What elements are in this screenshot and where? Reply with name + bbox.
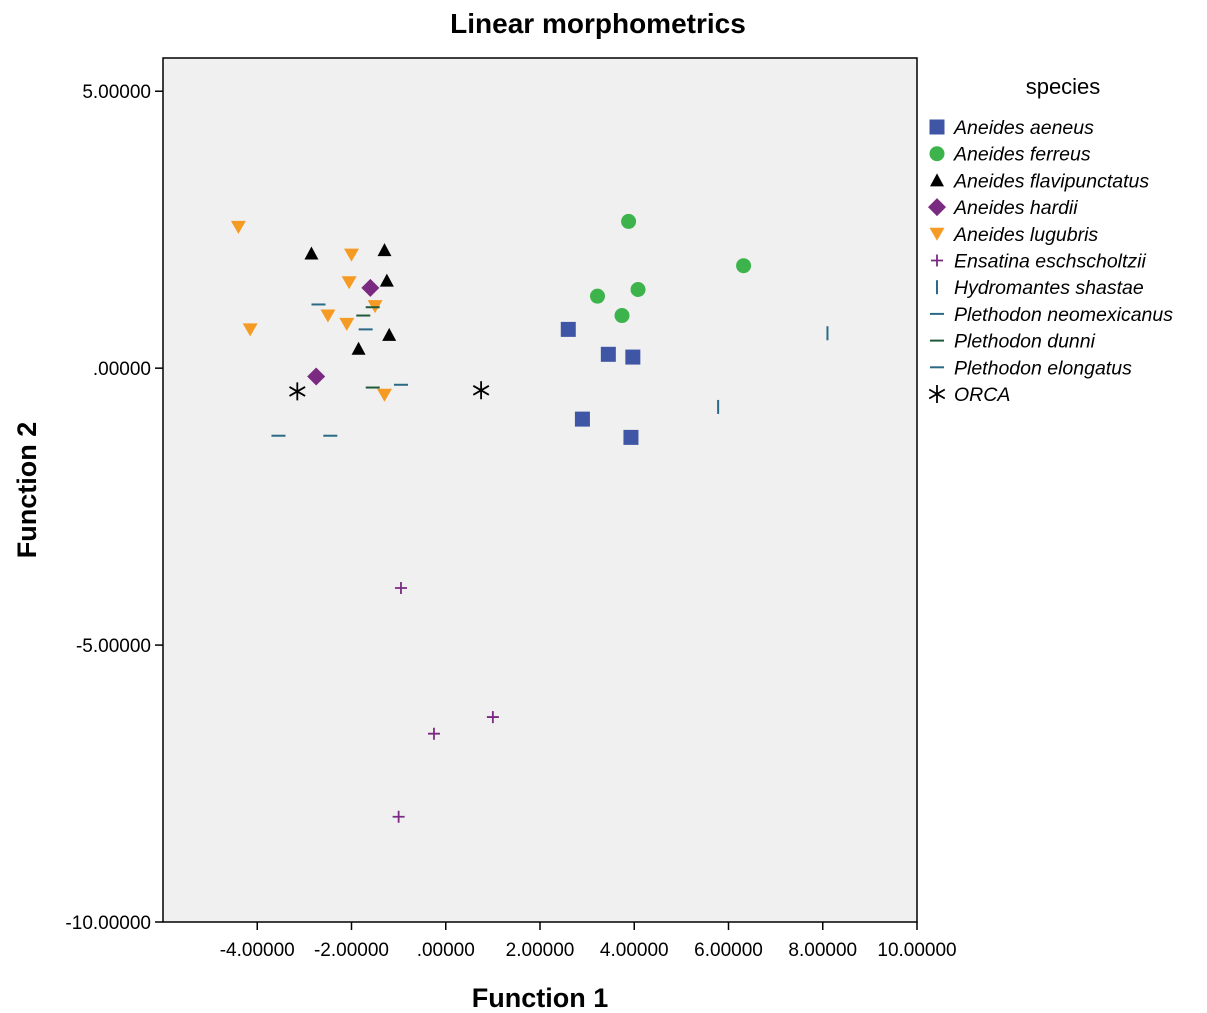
- point-aneides-ferreus: [621, 213, 637, 229]
- point-aneides-hardii: [307, 367, 326, 386]
- point-aneides-lugubris: [230, 220, 246, 234]
- legend: species Aneides aeneus Aneides ferreus Ane…: [928, 74, 1173, 406]
- series-hydromantes-shastae: [717, 326, 829, 414]
- plot-area: [162, 57, 918, 923]
- axes: -4.00000 -2.00000 .00000 2.00000 4.00000 6.00…: [65, 82, 956, 961]
- x-tick-label: 8.00000: [788, 940, 857, 961]
- legend-marker-aneides-ferreus: [929, 146, 945, 162]
- legend-marker-ensatina-eschscholtzii: [931, 254, 943, 267]
- y-tick-label: -10.00000: [65, 913, 151, 934]
- legend-label: Aneides aeneus: [953, 117, 1094, 139]
- x-tick-label: 4.00000: [600, 940, 669, 961]
- point-aneides-lugubris: [339, 317, 355, 331]
- legend-label: Hydromantes shastae: [954, 277, 1144, 299]
- x-tick-label: -2.00000: [314, 940, 389, 961]
- point-ensatina-eschscholtzii: [394, 582, 407, 595]
- legend-label: Plethodon neomexicanus: [954, 304, 1173, 326]
- chart-title: Linear morphometrics: [450, 8, 746, 39]
- point-orca: [472, 381, 490, 400]
- point-aneides-aeneus: [574, 411, 590, 427]
- point-orca: [289, 382, 306, 401]
- y-axis-title: Function 2: [12, 422, 42, 559]
- legend-title: species: [1026, 74, 1101, 99]
- point-aneides-hardii: [361, 278, 380, 297]
- legend-label: Aneides flavipunctatus: [953, 170, 1149, 192]
- point-aneides-flavipunctatus: [304, 246, 319, 260]
- legend-label: Aneides ferreus: [953, 144, 1091, 166]
- legend-item-plethodon-elongatus: Plethodon elongatus: [930, 357, 1132, 379]
- legend-marker-aneides-aeneus: [929, 119, 945, 135]
- series-aneides-flavipunctatus: [304, 243, 397, 355]
- series-plethodon-elongatus: [358, 328, 408, 386]
- point-aneides-lugubris: [320, 309, 336, 323]
- series-orca: [289, 381, 490, 401]
- legend-item-aneides-hardii: Aneides hardii: [928, 197, 1078, 219]
- series-plethodon-dunni: [356, 306, 380, 389]
- x-tick-label: 10.00000: [877, 940, 956, 961]
- point-aneides-aeneus: [600, 346, 616, 362]
- x-axis-title: Function 1: [472, 983, 609, 1013]
- legend-item-aneides-aeneus: Aneides aeneus: [929, 117, 1094, 139]
- point-aneides-aeneus: [623, 429, 639, 445]
- data-marks: [230, 213, 829, 823]
- x-tick-label: 6.00000: [694, 940, 763, 961]
- legend-item-ensatina-eschscholtzii: Ensatina eschscholtzii: [931, 251, 1147, 273]
- y-tick-label: 5.00000: [82, 82, 151, 103]
- x-tick-label: -4.00000: [220, 940, 295, 961]
- legend-label: Ensatina eschscholtzii: [954, 251, 1147, 273]
- point-aneides-flavipunctatus: [351, 341, 366, 355]
- point-aneides-ferreus: [614, 308, 630, 324]
- point-aneides-ferreus: [589, 288, 605, 304]
- point-ensatina-eschscholtzii: [427, 727, 440, 740]
- series-ensatina-eschscholtzii: [392, 582, 499, 823]
- legend-label: Plethodon dunni: [954, 331, 1096, 353]
- point-aneides-lugubris: [242, 323, 258, 337]
- point-aneides-lugubris: [376, 388, 392, 402]
- legend-label: Aneides hardii: [953, 197, 1078, 219]
- legend-marker-orca: [928, 385, 946, 403]
- point-aneides-aeneus: [560, 321, 576, 337]
- legend-marker-aneides-lugubris: [929, 227, 945, 241]
- legend-item-plethodon-dunni: Plethodon dunni: [930, 331, 1096, 353]
- legend-item-plethodon-neomexicanus: Plethodon neomexicanus: [930, 304, 1173, 326]
- y-tick-label: -5.00000: [76, 636, 151, 657]
- point-aneides-flavipunctatus: [379, 273, 394, 287]
- point-ensatina-eschscholtzii: [392, 810, 405, 823]
- point-aneides-lugubris: [344, 248, 359, 262]
- point-aneides-aeneus: [625, 349, 641, 365]
- legend-item-orca: ORCA: [928, 384, 1010, 406]
- legend-item-hydromantes-shastae: Hydromantes shastae: [936, 277, 1144, 299]
- point-aneides-ferreus: [630, 282, 646, 298]
- legend-marker-aneides-flavipunctatus: [930, 173, 944, 187]
- legend-label: Plethodon elongatus: [954, 357, 1132, 379]
- legend-marker-aneides-hardii: [928, 198, 946, 217]
- series-aneides-ferreus: [589, 213, 752, 324]
- y-tick-label: .00000: [93, 359, 151, 380]
- point-aneides-lugubris: [341, 276, 357, 290]
- legend-item-aneides-ferreus: Aneides ferreus: [929, 144, 1091, 166]
- legend-item-aneides-flavipunctatus: Aneides flavipunctatus: [930, 170, 1149, 192]
- point-aneides-ferreus: [736, 258, 752, 274]
- point-ensatina-eschscholtzii: [486, 711, 499, 724]
- x-tick-label: .00000: [417, 940, 475, 961]
- series-aneides-aeneus: [560, 321, 641, 445]
- legend-label: ORCA: [954, 384, 1010, 406]
- legend-label: Aneides lugubris: [953, 224, 1098, 246]
- point-aneides-flavipunctatus: [377, 243, 392, 257]
- series-plethodon-neomexicanus: [271, 303, 338, 437]
- x-tick-label: 2.00000: [506, 940, 575, 961]
- series-aneides-hardii: [307, 278, 380, 386]
- point-aneides-flavipunctatus: [382, 327, 397, 341]
- legend-item-aneides-lugubris: Aneides lugubris: [929, 224, 1098, 246]
